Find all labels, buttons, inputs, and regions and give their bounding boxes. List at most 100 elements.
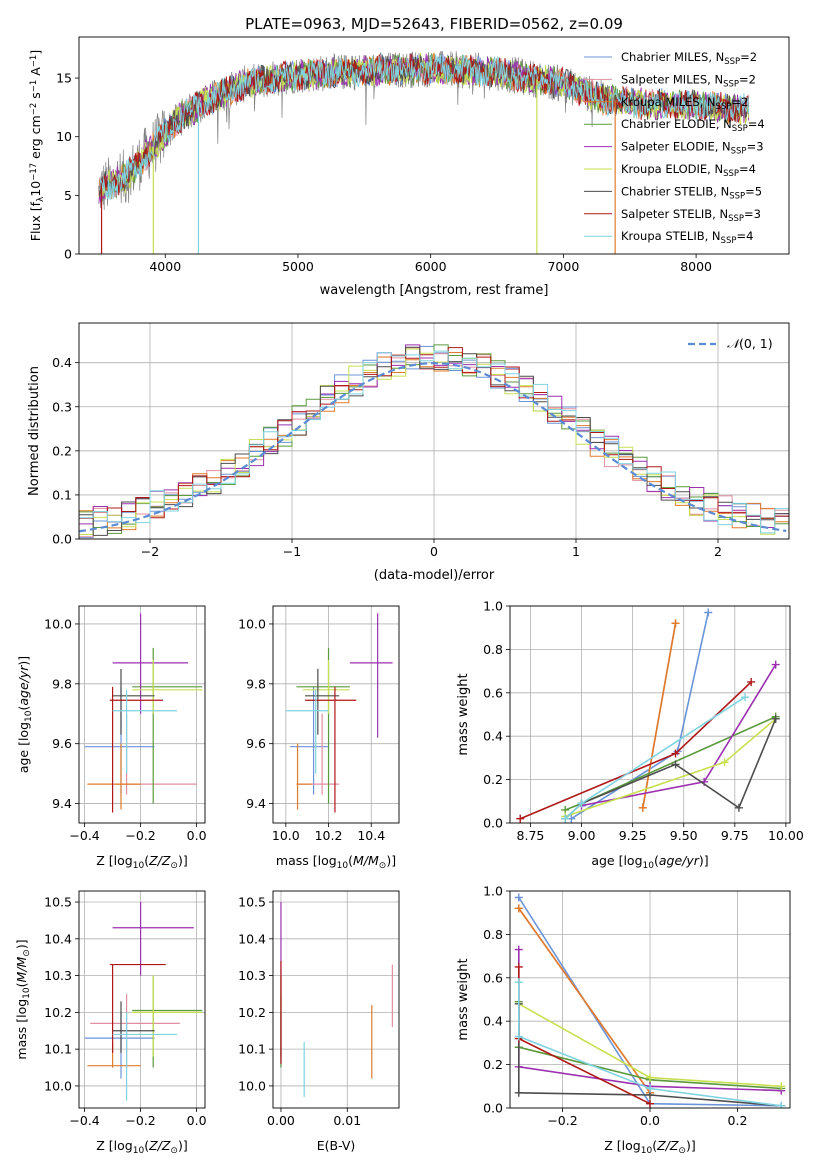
label-part: =3	[747, 140, 764, 154]
label-part: =4	[748, 117, 765, 131]
label-part: age/yr	[16, 665, 31, 706]
axes-frame	[509, 605, 791, 824]
label-part: SSP	[732, 124, 748, 134]
x-tick-label: 10.4	[357, 828, 385, 843]
label-part: SSP	[723, 79, 739, 89]
weight-marker-chabrier_miles	[704, 608, 713, 617]
weight-marker-salpeter_stelib	[514, 962, 523, 971]
weight-line-salpeter_stelib	[519, 681, 752, 820]
y-tick-label: 9.4	[246, 796, 266, 811]
y-tick-label: 0.0	[52, 532, 72, 547]
label-part: SSP	[721, 236, 737, 246]
y-tick-label: 9.6	[52, 736, 72, 751]
y-tick-label: 10.3	[238, 968, 266, 983]
label-part: SSP	[723, 169, 739, 179]
y-tick-label: 0.1	[52, 487, 72, 502]
y-tick-label: 10.1	[44, 1042, 72, 1057]
y-tick-label: 9.6	[246, 736, 266, 751]
x-tick-label: −2	[141, 544, 159, 559]
y-tick-label: 0	[64, 247, 72, 262]
label-part: 10	[643, 861, 655, 871]
y-tick-label: 10.0	[238, 616, 266, 631]
label-part: M/M	[14, 956, 29, 982]
legend-entry: Salpeter ELODIE, NSSP=3	[621, 140, 764, 157]
label-part: )]	[16, 656, 31, 666]
y-axis-label: age [log10(age/yr)]	[16, 656, 34, 773]
y-tick-label: 10.0	[44, 616, 72, 631]
histogram-salpeter_stelib	[79, 347, 789, 537]
y-tick-label: 0.4	[483, 1014, 503, 1029]
y-tick-label: 9.8	[246, 676, 266, 691]
label-part: Z/Z	[148, 1138, 171, 1153]
label-part: s	[28, 92, 43, 103]
label-part: SSP	[716, 102, 732, 112]
label-part: ⊙	[22, 949, 32, 957]
label-part: Kroupa STELIB, N	[621, 229, 721, 243]
label-part: A	[28, 67, 43, 80]
y-tick-label: 0.2	[483, 772, 503, 787]
label-part: )]	[699, 853, 709, 868]
weight-marker-kroupa_miles	[514, 904, 523, 913]
x-tick-label: −1	[283, 544, 301, 559]
weight-marker-kroupa_stelib	[514, 1032, 523, 1041]
axes-frame	[78, 322, 790, 540]
x-tick-label: 0.0	[187, 828, 207, 843]
x-tick-label: 1	[572, 544, 580, 559]
weight-marker-salpeter_stelib	[671, 749, 680, 758]
label-part: −1	[29, 80, 39, 93]
legend-entry: Kroupa MILES, NSSP=2	[621, 95, 748, 112]
x-tick-label: 9.00	[568, 828, 596, 843]
weight-line-chabrier_stelib	[518, 1003, 782, 1107]
legend-entry: Chabrier MILES, NSSP=2	[621, 50, 757, 67]
y-tick-label: 0.6	[483, 685, 503, 700]
label-part: =2	[731, 95, 748, 109]
label-part: 10	[337, 861, 349, 871]
label-part: (	[16, 706, 31, 711]
y-tick-label: 0.2	[52, 443, 72, 458]
label-part: =2	[739, 72, 756, 86]
y-tick-label: 1.0	[483, 599, 503, 614]
label-part: SSP	[731, 147, 747, 157]
label-part: Z [log	[96, 853, 132, 868]
x-axis-label: Z [log10(Z/Z⊙)]	[604, 1138, 695, 1156]
y-tick-label: 0.6	[483, 970, 503, 985]
axes-mass_age: 10.0 10.2 10.4 9.4 9.6 9.8 10.0 mass [log10(M/M…	[238, 605, 400, 871]
x-tick-label: −0.4	[69, 1113, 99, 1128]
legend-entry: Kroupa STELIB, NSSP=4	[621, 229, 753, 246]
normal-curve	[79, 361, 787, 533]
histogram-kroupa_stelib	[79, 350, 789, 534]
legend-entry: Kroupa ELODIE, NSSP=4	[621, 162, 756, 179]
weight-marker-kroupa_stelib	[741, 693, 750, 702]
weight-marker-kroupa_stelib	[514, 978, 523, 987]
errorbars-mass_age	[285, 613, 393, 813]
y-tick-label: 0.4	[483, 729, 503, 744]
axes-spectrum: 4000 5000 6000 7000 8000 0 5 10 15 Chabrier MILES…	[28, 36, 790, 298]
label-part: (	[144, 853, 149, 868]
weight-marker-salpeter_stelib	[646, 1099, 654, 1108]
weight-marker-kroupa_stelib	[646, 1084, 654, 1093]
label-part: 10	[641, 1146, 653, 1156]
label-part: −17	[29, 163, 39, 181]
label-part: M/M	[353, 853, 379, 868]
weight-marker-chabrier_stelib	[771, 714, 780, 723]
axes-residuals: −2 −1 0 1 2 0.0 0.1 0.2 0.3 0.4 𝒩(0, 1) (data-model…	[27, 322, 790, 583]
label-part: ⊙	[170, 861, 178, 871]
x-tick-label: 0.00	[267, 1113, 295, 1128]
label-part: −1	[29, 55, 39, 68]
label-part: Chabrier STELIB, N	[621, 184, 729, 198]
legend-entry: Chabrier STELIB, NSSP=5	[621, 184, 762, 201]
label-part: )]	[686, 1138, 696, 1153]
legend-entry: 𝒩(0, 1)	[727, 336, 773, 351]
y-tick-label: 10.5	[238, 895, 266, 910]
y-tick-label: 10.1	[238, 1042, 266, 1057]
y-axis-label: mass [log10(M/M⊙)]	[14, 939, 32, 1059]
axes-frame	[509, 890, 791, 1109]
weight-marker-kroupa_elodie	[720, 758, 729, 767]
label-part: ]	[28, 50, 43, 55]
label-part: λ	[36, 196, 46, 202]
label-part: ⊙	[170, 1146, 178, 1156]
x-tick-label: 9.25	[619, 828, 647, 843]
label-part: =4	[736, 229, 753, 243]
label-part: SSP	[724, 57, 740, 67]
